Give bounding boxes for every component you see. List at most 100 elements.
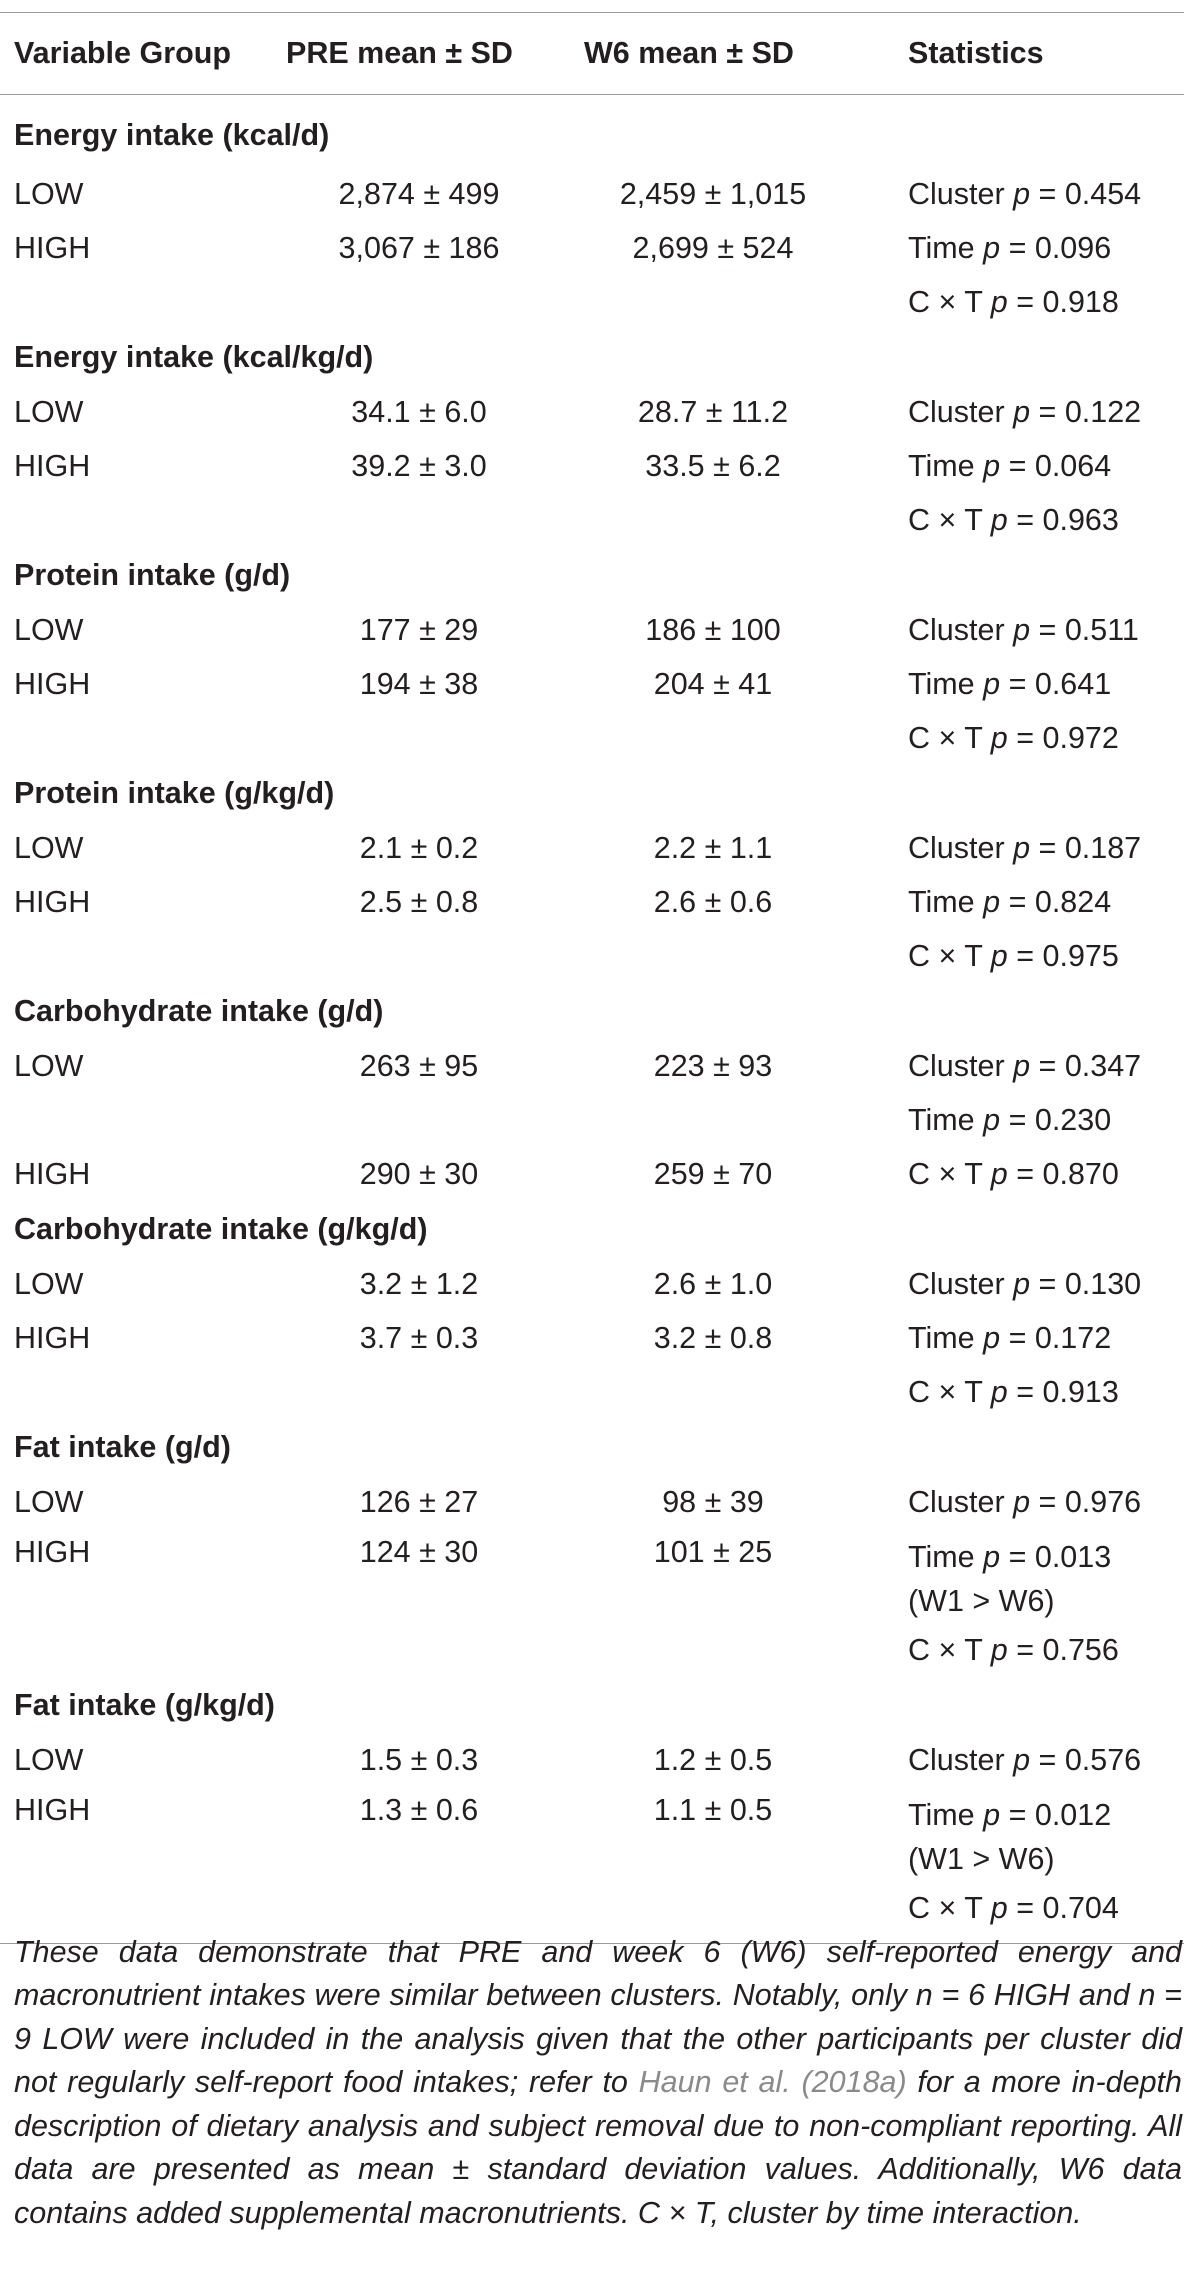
statistic-line: Time p = 0.172 — [908, 1316, 1184, 1360]
table-row: LOW 126 ± 27 98 ± 39 Cluster p = 0.976 — [0, 1475, 1184, 1529]
w6-value — [580, 493, 890, 547]
p-symbol: p — [990, 721, 1008, 755]
p-symbol: p — [990, 285, 1008, 319]
p-symbol: p — [990, 1157, 1008, 1191]
p-value: = 0.187 — [1030, 831, 1142, 865]
table-row: LOW 2,874 ± 499 2,459 ± 1,015 Cluster p = 0… — [0, 167, 1184, 221]
intake-table: Variable Group PRE mean ± SD W6 mean ± S… — [0, 12, 1184, 1944]
statistics-cell: C × T p = 0.913 — [890, 1365, 1184, 1419]
w6-value: 2.6 ± 1.0 — [653, 1266, 773, 1301]
table-row: C × T p = 0.704 — [0, 1881, 1184, 1944]
p-symbol: p — [983, 1321, 1001, 1355]
statistic-line: C × T p = 0.756 — [908, 1628, 1184, 1672]
statistics-cell: Cluster p = 0.130 — [890, 1257, 1184, 1311]
p-value: = 0.576 — [1030, 1743, 1142, 1777]
p-symbol: p — [990, 503, 1008, 537]
footnote-text-end: for a more in-depth description of dieta… — [14, 2065, 1182, 2230]
p-value: = 0.824 — [1000, 885, 1112, 919]
w6-value — [580, 929, 890, 983]
pre-value — [280, 711, 580, 765]
pre-value: 263 ± 95 — [359, 1048, 479, 1083]
w6-value: 204 ± 41 — [653, 666, 773, 701]
table-row: HIGH 2.5 ± 0.8 2.6 ± 0.6 Time p = 0.824 — [0, 875, 1184, 929]
table-row: HIGH 290 ± 30 259 ± 70 C × T p = 0.870 — [0, 1147, 1184, 1201]
group-label: LOW — [14, 1484, 84, 1519]
table-row: LOW 34.1 ± 6.0 28.7 ± 11.2 Cluster p = 0.12… — [0, 385, 1184, 439]
pre-value: 290 ± 30 — [359, 1156, 479, 1191]
group-heading-row: Fat intake (g/kg/d) — [0, 1677, 1184, 1733]
p-symbol: p — [990, 1633, 1008, 1667]
header-w6: W6 mean ± SD — [580, 12, 890, 95]
group-label — [0, 493, 280, 547]
statistics-cell: Time p = 0.064 — [890, 439, 1184, 493]
group-label: HIGH — [14, 1793, 91, 1827]
p-value: = 0.972 — [1007, 721, 1119, 755]
p-value: = 0.096 — [1000, 231, 1112, 265]
statistic-line: C × T p = 0.704 — [908, 1886, 1184, 1930]
statistic-line: Time p = 0.824 — [908, 880, 1184, 924]
p-value: = 0.641 — [1000, 667, 1112, 701]
statistic-label: C × T — [908, 285, 991, 319]
p-value: = 0.230 — [1000, 1103, 1112, 1137]
pre-value: 3.7 ± 0.3 — [359, 1320, 479, 1355]
p-symbol: p — [1013, 613, 1031, 647]
pre-value — [280, 275, 580, 329]
p-symbol: p — [1013, 831, 1031, 865]
w6-value: 101 ± 25 — [653, 1535, 773, 1569]
table-row: C × T p = 0.913 — [0, 1365, 1184, 1419]
w6-value: 2,699 ± 524 — [632, 230, 794, 265]
statistic-label: Time — [908, 667, 984, 701]
p-symbol: p — [983, 667, 1001, 701]
p-symbol: p — [1013, 1267, 1031, 1301]
group-heading-row: Carbohydrate intake (g/d) — [0, 983, 1184, 1039]
table-row: LOW 3.2 ± 1.2 2.6 ± 1.0 Cluster p = 0.130 — [0, 1257, 1184, 1311]
statistic-line: Cluster p = 0.454 — [908, 172, 1184, 216]
group-label: HIGH — [14, 230, 91, 265]
table-row: LOW 263 ± 95 223 ± 93 Cluster p = 0.347 — [0, 1039, 1184, 1093]
statistic-label: Cluster — [908, 1267, 1014, 1301]
header-pre: PRE mean ± SD — [280, 12, 580, 95]
group-label — [0, 1093, 280, 1147]
group-label: HIGH — [14, 448, 91, 483]
table-row: LOW 1.5 ± 0.3 1.2 ± 0.5 Cluster p = 0.576 — [0, 1733, 1184, 1787]
group-label: LOW — [14, 1742, 84, 1777]
footnote-text: These data demonstrate that PRE and week… — [14, 1934, 1182, 2100]
group-title: Carbohydrate intake (g/kg/d) — [14, 1211, 428, 1246]
w6-value: 33.5 ± 6.2 — [645, 448, 781, 483]
footnote-reference-link[interactable]: Haun et al. (2018a) — [638, 2065, 907, 2099]
statistic-label: Cluster — [908, 613, 1014, 647]
statistics-cell: C × T p = 0.918 — [890, 275, 1184, 329]
w6-value: 223 ± 93 — [653, 1048, 773, 1083]
w6-value: 28.7 ± 11.2 — [637, 394, 789, 429]
statistic-line: Cluster p = 0.187 — [908, 826, 1184, 870]
group-label: HIGH — [14, 1535, 91, 1569]
p-value: = 0.918 — [1007, 285, 1119, 319]
p-symbol: p — [990, 939, 1008, 973]
statistic-label: Time — [908, 1103, 984, 1137]
statistics-cell: Time p = 0.012 (W1 > W6) — [890, 1787, 1184, 1881]
w6-value — [580, 1093, 890, 1147]
pre-value: 3,067 ± 186 — [338, 230, 500, 265]
group-heading-row: Energy intake (kcal/d) — [0, 95, 1184, 168]
group-label: LOW — [14, 612, 84, 647]
group-label — [0, 275, 280, 329]
w6-value — [580, 275, 890, 329]
p-symbol: p — [1013, 1485, 1031, 1519]
group-label — [0, 1623, 280, 1677]
table-row: C × T p = 0.972 — [0, 711, 1184, 765]
statistic-note: (W1 > W6) — [908, 1584, 1055, 1618]
statistic-label: Time — [908, 1798, 984, 1832]
pre-value: 177 ± 29 — [359, 612, 479, 647]
statistics-cell: C × T p = 0.975 — [890, 929, 1184, 983]
w6-value: 1.1 ± 0.5 — [653, 1793, 773, 1827]
statistic-label: Time — [908, 1321, 984, 1355]
statistics-cell: Time p = 0.013 (W1 > W6) — [890, 1529, 1184, 1623]
table-row: HIGH 3,067 ± 186 2,699 ± 524 Time p = 0.096 — [0, 221, 1184, 275]
statistic-line: Time p = 0.230 — [908, 1098, 1184, 1142]
p-value: = 0.976 — [1030, 1485, 1142, 1519]
pre-value: 126 ± 27 — [359, 1484, 479, 1519]
group-label — [0, 1881, 280, 1944]
statistics-cell: C × T p = 0.756 — [890, 1623, 1184, 1677]
statistics-cell: Time p = 0.172 — [890, 1311, 1184, 1365]
w6-value: 98 ± 39 — [662, 1484, 764, 1519]
